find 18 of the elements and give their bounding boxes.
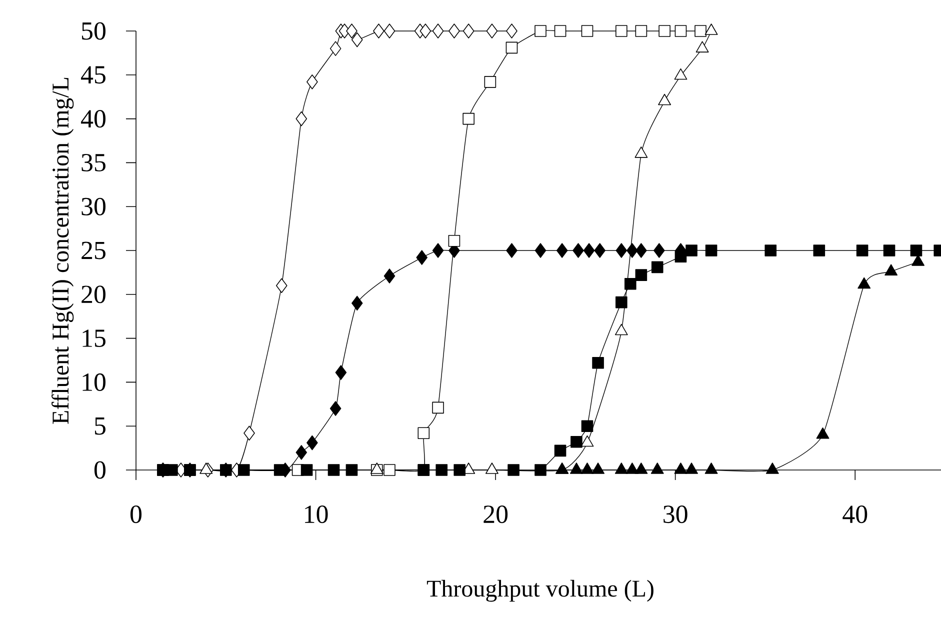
y-tick-label: 35: [82, 154, 106, 172]
y-tick-label: 5: [94, 417, 106, 435]
x-tick-label: 10: [305, 506, 328, 524]
x-axis-title: Throughput volume (L): [426, 580, 654, 602]
y-tick-label: 45: [80, 66, 106, 84]
x-tick-label: 0: [130, 506, 142, 524]
y-tick-label: 0: [94, 461, 106, 479]
y-axis-title: Effluent Hg(II) concentration (mg/L: [52, 78, 74, 424]
y-tick-label: 25: [82, 242, 106, 260]
y-tick-label: 40: [80, 110, 106, 128]
y-tick-label: 15: [82, 330, 106, 348]
y-tick-label: 10: [82, 373, 106, 391]
x-tick-label: 20: [484, 506, 508, 524]
x-tick-label: 40: [842, 506, 868, 524]
y-tick-label: 50: [82, 22, 106, 40]
y-tick-label: 30: [82, 198, 106, 216]
y-tick-label: 20: [82, 286, 106, 304]
x-tick-label: 30: [664, 506, 688, 524]
